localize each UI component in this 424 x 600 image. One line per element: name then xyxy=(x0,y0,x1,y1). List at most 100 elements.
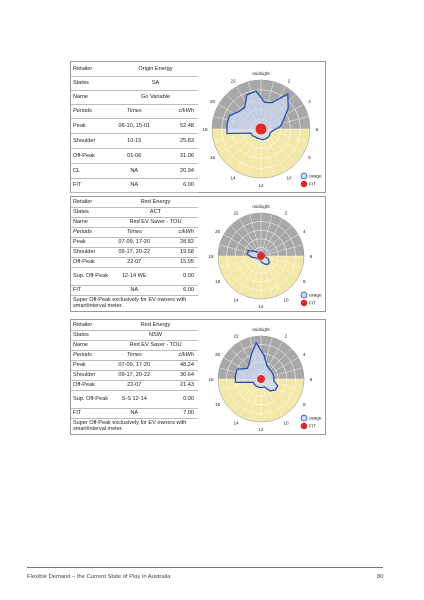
hour-label: 10 xyxy=(283,420,289,425)
grid-spoke xyxy=(249,255,262,298)
period-label: Sup. Off-Peak xyxy=(71,390,113,409)
name-value: Red EV Saver - TOU xyxy=(113,217,198,228)
period-rate: 6.00 xyxy=(155,178,198,193)
tariff-table-3: Retailer Red Energy States NSW Name Red EV … xyxy=(71,320,198,433)
retailer-label: Retailer xyxy=(71,62,113,77)
period-times: NA xyxy=(113,178,156,193)
period-rate: 7.00 xyxy=(155,408,198,419)
states-label: States xyxy=(71,207,113,218)
periods-header: Periods xyxy=(71,227,113,238)
period-rate: 31.06 xyxy=(155,148,198,164)
name-value: Go Variable xyxy=(113,90,198,105)
period-times: 01-06 xyxy=(113,148,156,164)
hour-label: 4 xyxy=(308,99,311,104)
period-label: Peak xyxy=(71,118,113,134)
fit-marker xyxy=(256,251,266,261)
table-row: CL NA 20.94 xyxy=(71,163,198,179)
hour-label: 16 xyxy=(215,279,221,284)
legend-fit-label: FIT xyxy=(309,424,316,429)
hour-label: 4 xyxy=(303,229,306,234)
hour-label: 14 xyxy=(233,297,239,302)
period-times: 07-09, 17-20 xyxy=(113,237,156,248)
hour-label: 20 xyxy=(215,229,221,234)
period-times: 22-07 xyxy=(113,380,156,391)
outer-ring xyxy=(217,335,305,423)
rate-header: c/kWh xyxy=(155,104,198,119)
tariff-table-2: Retailer Red Energy States ACT Name Red EV … xyxy=(71,197,198,310)
legend-fit-swatch xyxy=(300,299,308,307)
legend-fit-swatch xyxy=(300,180,308,188)
rate-header: c/kWh xyxy=(155,227,198,238)
table-row: Off-Peak 22-07 15.95 xyxy=(71,257,198,268)
states-value: SA xyxy=(113,76,198,91)
period-rate: 48.24 xyxy=(155,360,198,371)
name-label: Name xyxy=(71,90,113,105)
period-label: FIT xyxy=(71,285,113,296)
grid-spoke xyxy=(230,225,262,257)
period-rate: 0.00 xyxy=(155,267,198,286)
period-times: S-S 12-14 xyxy=(113,390,156,409)
hour-label: 20 xyxy=(210,99,216,104)
legend-usage-label: usage xyxy=(309,174,322,179)
legend-fit-label: FIT xyxy=(309,182,316,187)
table-row: Peak 06-10, 15-01 52.48 xyxy=(71,118,198,134)
period-times: 09-17, 20-22 xyxy=(113,370,156,381)
grid-spoke xyxy=(230,255,262,287)
tariff-panel-3: Retailer Red Energy States NSW Name Red EV … xyxy=(70,319,326,435)
legend-usage-swatch xyxy=(300,414,308,422)
fit-marker xyxy=(256,374,266,384)
grid-spoke xyxy=(260,214,273,257)
grid-spoke xyxy=(260,218,283,257)
period-rate: 6.00 xyxy=(155,285,198,296)
retailer-label: Retailer xyxy=(71,197,113,208)
table-row: Sup. Off-Peak 12-14 WE 0.00 xyxy=(71,267,198,286)
period-times: NA xyxy=(113,285,156,296)
times-header: Times xyxy=(113,350,156,361)
period-times: 12-14 WE xyxy=(113,267,156,286)
period-label: FIT xyxy=(71,408,113,419)
hour-label: 16 xyxy=(210,155,216,160)
hour-label: 18 xyxy=(208,377,214,382)
times-header: Times xyxy=(113,227,156,238)
table-row: FIT NA 6.00 xyxy=(71,178,198,193)
period-times: NA xyxy=(113,408,156,419)
hour-label: 22 xyxy=(233,211,239,216)
states-value: ACT xyxy=(113,207,198,218)
hour-label: 2 xyxy=(285,334,288,339)
period-label: Off-Peak xyxy=(71,380,113,391)
legend-usage-label: usage xyxy=(309,293,322,298)
grid-spoke xyxy=(260,234,299,257)
states-label: States xyxy=(71,76,113,91)
period-times: 22-07 xyxy=(113,257,156,268)
hour-label: 10 xyxy=(286,175,292,180)
hour-label: 12 xyxy=(258,183,264,188)
period-rate: 15.95 xyxy=(155,257,198,268)
period-rate: 20.94 xyxy=(155,163,198,179)
retailer-label: Retailer xyxy=(71,320,113,331)
period-label: Peak xyxy=(71,360,113,371)
hour-label: 22 xyxy=(230,79,236,84)
name-value: Red EV Saver - TOU xyxy=(113,340,198,351)
period-times: 09-17, 20-22 xyxy=(113,247,156,258)
grid-spoke xyxy=(239,218,262,257)
hour-label: 8 xyxy=(308,155,311,160)
period-rate: 0.00 xyxy=(155,390,198,409)
hour-label: 12 xyxy=(258,427,264,432)
states-value: NSW xyxy=(113,330,198,341)
periods-header: Periods xyxy=(71,104,113,119)
table-row: Off-Peak 22-07 21.43 xyxy=(71,380,198,391)
outer-ring xyxy=(211,79,311,179)
name-label: Name xyxy=(71,217,113,228)
grid-spoke xyxy=(260,225,292,257)
hour-label: 4 xyxy=(303,352,306,357)
period-label: Shoulder xyxy=(71,247,113,258)
hour-label: 2 xyxy=(285,211,288,216)
tariff-table-1: Retailer Origin Energy States SA Name Go Va… xyxy=(71,62,198,193)
hour-label: midnight xyxy=(252,71,270,76)
hour-label: 6 xyxy=(310,254,313,259)
table-row: FIT NA 7.00 xyxy=(71,408,198,419)
table-row: Shoulder 10-15 25.83 xyxy=(71,133,198,149)
grid-spoke xyxy=(249,214,262,257)
period-times: 07-09, 17-20 xyxy=(113,360,156,371)
